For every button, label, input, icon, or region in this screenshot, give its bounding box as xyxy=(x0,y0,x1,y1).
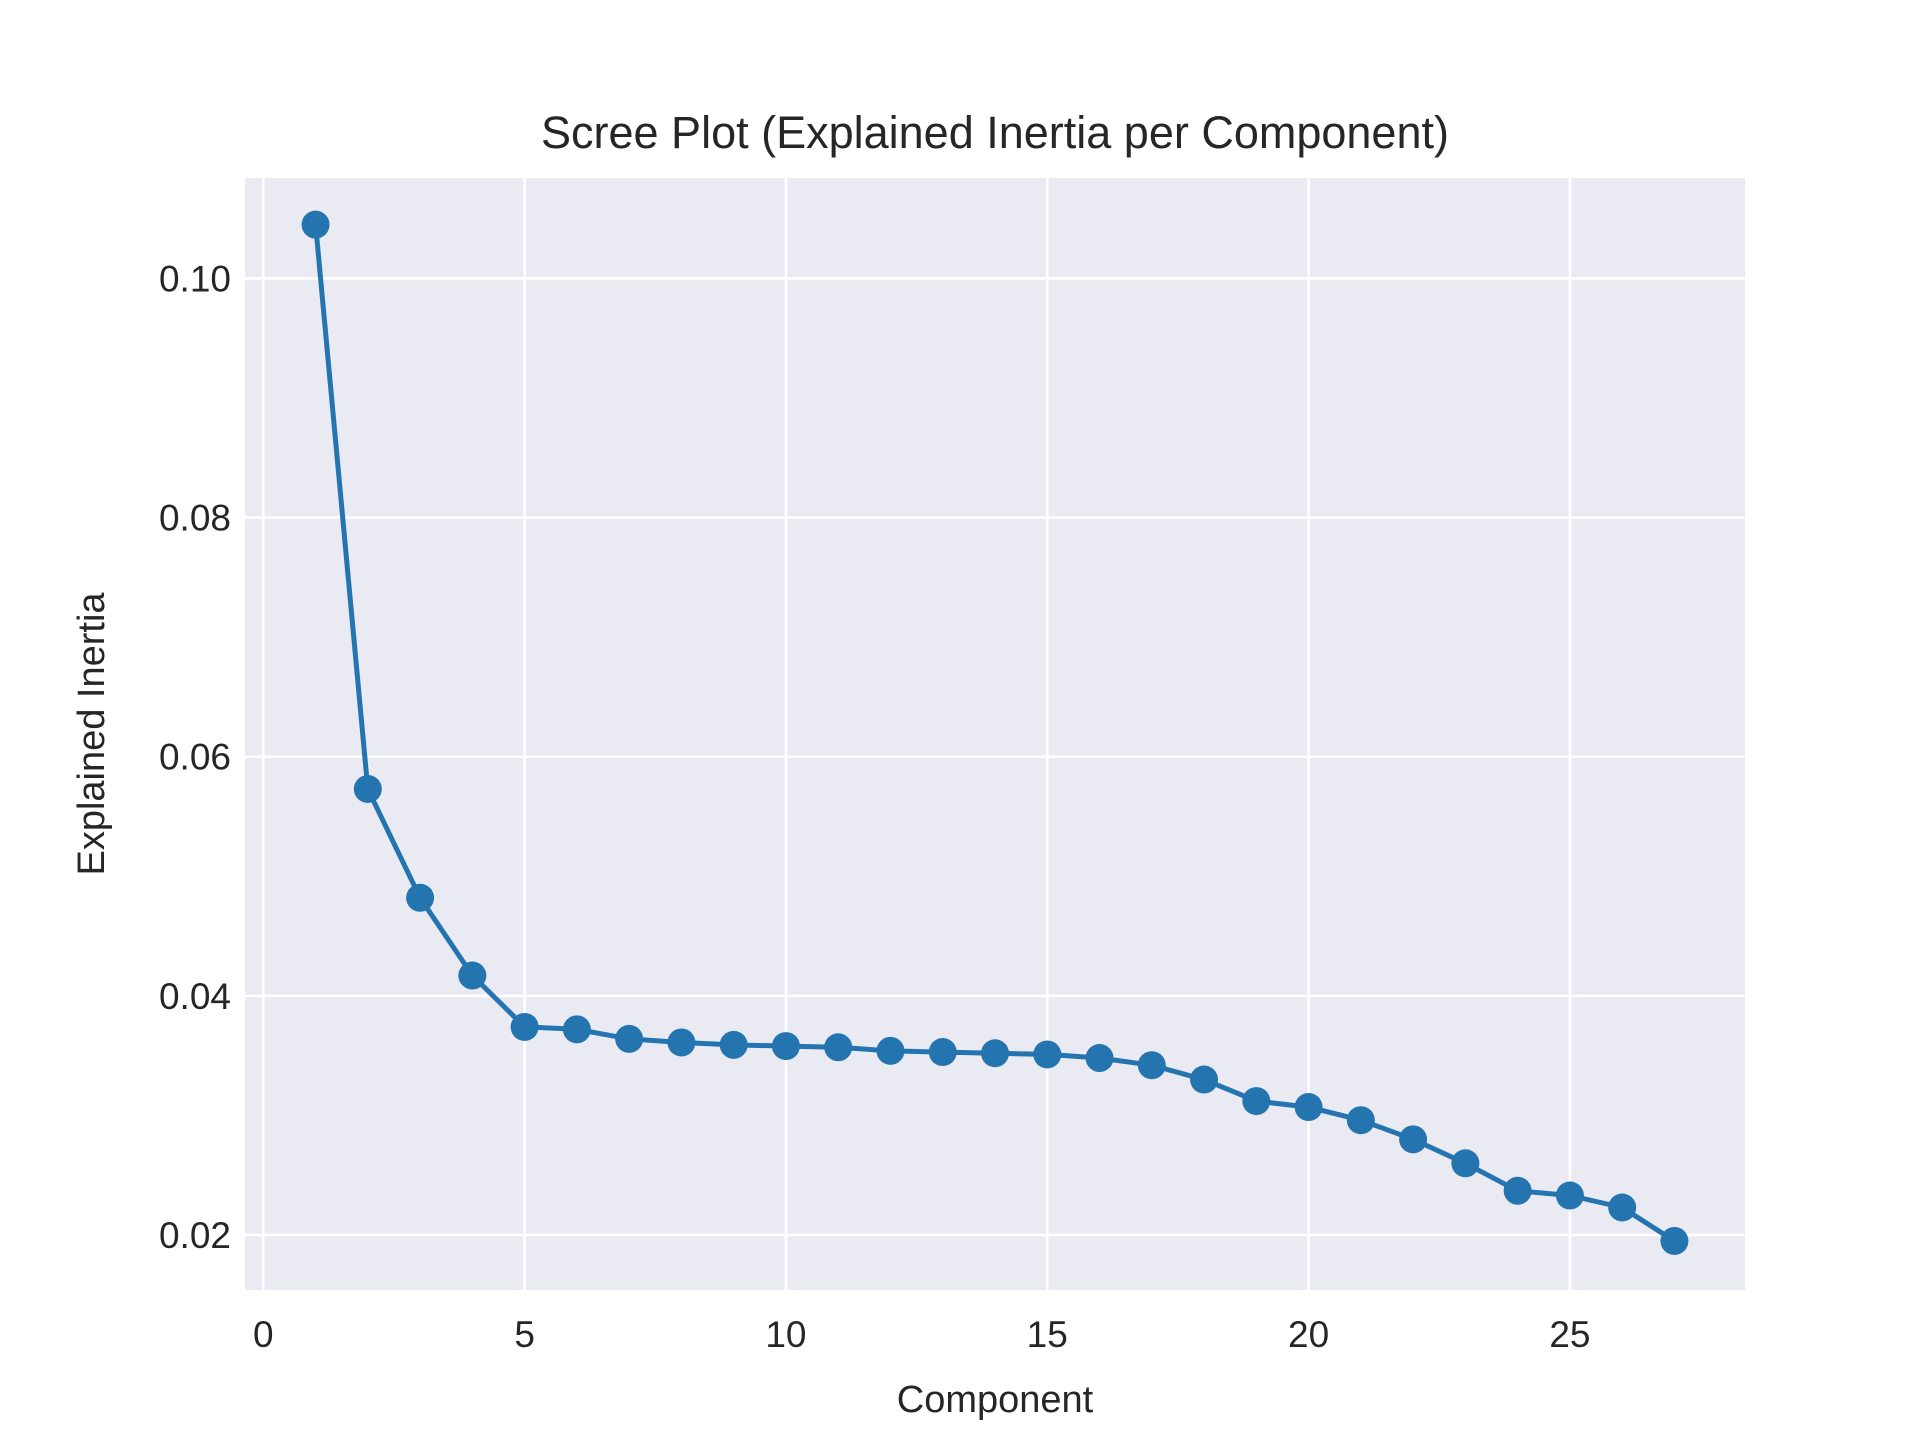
data-point xyxy=(667,1028,696,1057)
data-point xyxy=(876,1036,905,1065)
y-axis-label: Explained Inertia xyxy=(71,592,113,876)
x-tick-label: 25 xyxy=(1549,1314,1590,1355)
data-point xyxy=(1503,1176,1532,1205)
data-point xyxy=(1608,1193,1637,1222)
x-tick-label: 10 xyxy=(765,1314,806,1355)
data-point xyxy=(615,1024,644,1053)
data-point xyxy=(1555,1181,1584,1210)
y-tick-label: 0.04 xyxy=(159,976,231,1017)
x-axis-label: Component xyxy=(897,1379,1094,1421)
data-point xyxy=(562,1015,591,1044)
y-tick-label: 0.06 xyxy=(159,737,231,778)
x-tick-label: 20 xyxy=(1288,1314,1329,1355)
y-tick-label: 0.10 xyxy=(159,258,231,299)
x-tick-labels: 0 5 10 15 20 25 xyxy=(253,1314,1590,1355)
data-point xyxy=(1399,1125,1428,1154)
data-point xyxy=(928,1038,957,1067)
chart-title: Scree Plot (Explained Inertia per Compon… xyxy=(541,107,1449,158)
data-point xyxy=(719,1030,748,1059)
data-point xyxy=(1294,1093,1323,1122)
y-tick-labels: 0.02 0.04 0.06 0.08 0.10 xyxy=(159,258,231,1256)
data-point xyxy=(981,1039,1009,1068)
series-layer xyxy=(301,210,1689,1255)
x-tick-label: 5 xyxy=(514,1314,535,1355)
plot-area xyxy=(245,178,1745,1290)
data-point xyxy=(1242,1087,1271,1116)
data-point xyxy=(1190,1065,1219,1094)
x-tick-label: 0 xyxy=(253,1314,274,1355)
data-point xyxy=(301,210,330,239)
y-tick-label: 0.02 xyxy=(159,1215,231,1256)
data-point xyxy=(1346,1106,1375,1135)
data-point xyxy=(1137,1051,1166,1080)
data-point xyxy=(1660,1226,1689,1255)
data-point xyxy=(771,1032,800,1061)
data-point xyxy=(1451,1149,1480,1178)
x-tick-label: 15 xyxy=(1027,1314,1068,1355)
data-point xyxy=(1033,1040,1062,1069)
data-point xyxy=(510,1012,539,1041)
data-point xyxy=(824,1033,853,1062)
data-point xyxy=(1085,1044,1114,1073)
y-tick-label: 0.08 xyxy=(159,498,231,539)
data-point xyxy=(406,883,435,912)
data-point xyxy=(458,961,487,990)
data-point xyxy=(353,775,382,804)
